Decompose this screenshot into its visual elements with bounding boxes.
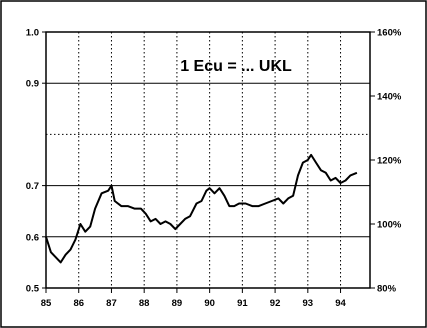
x-tick-label: 94 (335, 298, 346, 309)
y-tick-label: 0.6 (26, 232, 39, 243)
x-axis: 85 86 87 88 89 90 91 92 93 94 (41, 288, 347, 309)
chart-title: 1 Ecu = ... UKL (180, 58, 292, 75)
x-tick-label: 89 (172, 298, 183, 309)
y-tick-label: 0.9 (26, 79, 39, 90)
x-tick-label: 91 (237, 298, 248, 309)
y2-tick-label: 80% (377, 284, 397, 295)
grid-lines (46, 32, 370, 288)
y2-tick-label: 120% (377, 156, 402, 167)
y2-tick-label: 100% (377, 220, 402, 231)
x-tick-label: 85 (41, 298, 52, 309)
y2-tick-label: 160% (377, 28, 402, 39)
x-tick-label: 90 (204, 298, 215, 309)
series-line (45, 153, 358, 264)
y2-tick-label: 140% (377, 92, 402, 103)
y-tick-label: 1.0 (26, 28, 39, 39)
x-tick-label: 88 (139, 298, 150, 309)
y-axis-left: 1.0 0.9 0.7 0.6 0.5 (26, 28, 46, 295)
y-axis-right: 160% 140% 120% 100% 80% (370, 28, 402, 295)
x-tick-label: 93 (303, 298, 314, 309)
y-tick-label: 0.5 (26, 284, 40, 295)
x-tick-label: 87 (106, 298, 117, 309)
x-tick-label: 92 (270, 298, 281, 309)
y-tick-label: 0.7 (26, 181, 39, 192)
x-tick-label: 86 (73, 298, 84, 309)
